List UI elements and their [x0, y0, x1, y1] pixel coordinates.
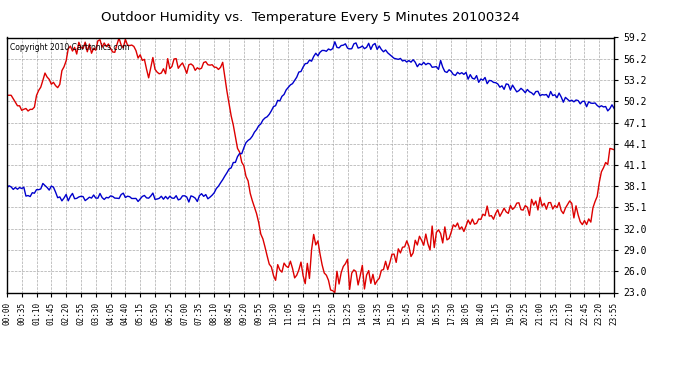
Text: Outdoor Humidity vs.  Temperature Every 5 Minutes 20100324: Outdoor Humidity vs. Temperature Every 5… [101, 11, 520, 24]
Text: Copyright 2010 Cartronics.com: Copyright 2010 Cartronics.com [10, 43, 130, 52]
